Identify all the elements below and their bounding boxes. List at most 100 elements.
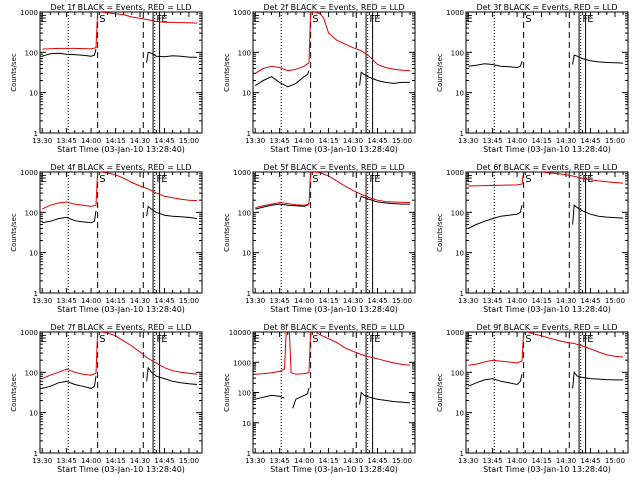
y-tick-label: 1 (34, 450, 38, 458)
x-tick-label: 14:45 (367, 297, 387, 305)
series-events-line (146, 51, 198, 63)
event-marker-label: E (161, 14, 167, 25)
panel-det-6: Det 6f BLACK = Events, RED = LLD 1 10 100 10… (436, 163, 629, 314)
x-tick-label: 14:45 (154, 137, 174, 145)
event-marker-label: E (374, 14, 380, 25)
plot-frame (252, 331, 416, 454)
event-marker-label: E (467, 334, 473, 345)
y-axis-label: Counts/sec (223, 373, 231, 412)
x-tick-label: 14:45 (580, 137, 600, 145)
series-group (42, 12, 198, 63)
x-axis-label: Start Time (03-Jan-10 13:28:40) (57, 465, 185, 474)
x-tick-label: 14:15 (531, 297, 551, 305)
series-lld-line (255, 172, 312, 209)
x-tick-label: 13:30 (245, 457, 265, 465)
panel-det-1: Det 1f BLACK = Events, RED = LLD 1 10 100 10… (10, 3, 203, 154)
x-tick-label: 13:45 (57, 297, 77, 305)
panel-title: Det 8f BLACK = Events, RED = LLD (263, 323, 404, 332)
x-tick-label: 14:00 (294, 297, 314, 305)
event-marker-label: S (525, 14, 531, 25)
panel-title: Det 4f BLACK = Events, RED = LLD (50, 163, 191, 172)
series-lld-line (313, 12, 411, 72)
series-events-line (42, 210, 97, 224)
event-marker-label: E (467, 14, 473, 25)
x-axis-label: Start Time (03-Jan-10 13:28:40) (483, 465, 611, 474)
y-tick-label: 10 (29, 90, 38, 98)
x-tick-label: 14:30 (130, 457, 150, 465)
event-marker-label: S (99, 174, 105, 185)
y-tick-label: 1 (34, 130, 38, 138)
event-marker-label: S (99, 334, 105, 345)
series-events-line (467, 205, 523, 229)
panel-det-3: Det 3f BLACK = Events, RED = LLD 1 10 100 10… (436, 3, 629, 154)
y-tick-label: 1000 (20, 329, 38, 337)
series-group (41, 172, 198, 224)
panel-det-2: Det 2f BLACK = Events, RED = LLD 1 10 100 10… (223, 3, 416, 154)
panel-det-5: Det 5f BLACK = Events, RED = LLD 1 10 100 10… (223, 163, 416, 314)
y-tick-label: 1 (460, 290, 464, 298)
y-tick-label: 10 (29, 250, 38, 258)
series-events-line (255, 202, 310, 210)
series-events-line (572, 204, 624, 225)
y-axis-label: Counts/sec (436, 53, 444, 92)
event-marker-label: S (525, 334, 531, 345)
y-axis-label: Counts/sec (10, 53, 18, 92)
y-tick-label: 10 (455, 250, 464, 258)
panel-det-4: Det 4f BLACK = Events, RED = LLD 1 10 100 10… (10, 163, 203, 314)
x-tick-label: 15:00 (392, 457, 412, 465)
panel-det-9: Det 9f BLACK = Events, RED = LLD 1 10 100 10… (436, 323, 629, 474)
x-tick-label: 14:15 (105, 297, 125, 305)
series-events-line (146, 205, 198, 220)
y-tick-label: 1 (247, 450, 251, 458)
x-tick-label: 13:30 (245, 137, 265, 145)
series-events-line (255, 394, 285, 400)
x-tick-label: 15:00 (179, 137, 199, 145)
panel-title: Det 9f BLACK = Events, RED = LLD (476, 323, 617, 332)
y-tick-label: 1 (247, 290, 251, 298)
series-group (468, 332, 624, 389)
event-marker-label: S (312, 334, 318, 345)
panel-title: Det 7f BLACK = Events, RED = LLD (50, 323, 191, 332)
series-lld-line (313, 172, 411, 203)
y-tick-label: 1000 (233, 169, 251, 177)
series-lld-line (468, 332, 525, 366)
y-tick-label: 100 (25, 49, 38, 57)
y-tick-label: 100 (451, 49, 464, 57)
x-tick-label: 14:30 (130, 297, 150, 305)
x-tick-label: 14:30 (343, 137, 363, 145)
x-tick-label: 14:45 (367, 457, 387, 465)
event-marker-label: E (41, 174, 47, 185)
y-tick-label: 1000 (446, 9, 464, 17)
event-marker-label: E (587, 14, 593, 25)
x-tick-label: 14:45 (154, 297, 174, 305)
x-tick-label: 15:00 (605, 137, 625, 145)
y-tick-label: 100 (451, 209, 464, 217)
event-marker-label: S (525, 174, 531, 185)
y-tick-label: 1000 (446, 329, 464, 337)
plot-frame (465, 11, 629, 134)
x-tick-label: 14:30 (343, 457, 363, 465)
plot-frame (39, 171, 203, 294)
series-lld-line (100, 12, 198, 24)
x-tick-label: 14:00 (81, 457, 101, 465)
series-events-line (572, 371, 624, 389)
series-lld-line (41, 172, 99, 210)
x-tick-label: 15:00 (605, 457, 625, 465)
series-events-line (468, 374, 523, 387)
plot-frame (39, 11, 203, 134)
event-marker-label: F (156, 334, 162, 345)
event-marker-label: F (582, 14, 588, 25)
y-tick-label: 1 (460, 130, 464, 138)
y-tick-label: 1 (460, 450, 464, 458)
series-group (254, 12, 411, 88)
y-axis-label: Counts/sec (223, 53, 231, 92)
series-events-line (42, 376, 97, 389)
y-tick-label: 100 (238, 209, 251, 217)
series-lld-line (526, 332, 624, 358)
x-tick-label: 14:15 (531, 457, 551, 465)
x-tick-label: 14:45 (580, 457, 600, 465)
series-events-line (359, 195, 411, 205)
plot-frame (39, 331, 203, 454)
x-tick-label: 14:00 (81, 137, 101, 145)
x-tick-label: 14:15 (105, 457, 125, 465)
